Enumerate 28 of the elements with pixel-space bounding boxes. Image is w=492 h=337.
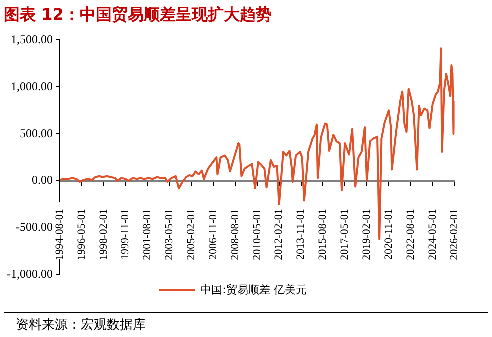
legend-label: 中国:贸易顺差 亿美元 [200,283,307,296]
y-tick-label: 1,000.00 [10,79,53,94]
x-tick-label: 2017-05-01 [339,209,352,260]
x-tick-label: 2015-08-01 [317,209,330,260]
x-tick-label: 1994-08-01 [54,209,66,260]
x-tick-label: 2024-05-01 [426,209,439,260]
x-tick-label: 2022-08-01 [404,209,417,260]
x-tick-label: 2003-05-01 [164,209,176,260]
x-tick-label: 2019-02-01 [360,209,373,260]
y-tick-label: 1,500.00 [10,32,53,46]
x-tick-label: 1999-11-01 [120,209,132,260]
x-tick-label: 2013-11-01 [295,209,308,260]
x-tick-label: 2020-11-01 [382,209,395,260]
x-tick-label: 2001-08-01 [142,209,154,260]
x-tick-label: 2008-08-01 [229,209,242,260]
x-tick-label: 1996-05-01 [76,209,88,260]
y-tick-label: 0.00 [32,173,53,188]
x-tick-label: 2010-05-01 [251,209,264,260]
y-tick-label: -500.00 [16,220,53,234]
y-tick-label: -1,000.00 [6,267,53,282]
chart-title: 图表 12：中国贸易顺差呈现扩大趋势 [4,5,272,26]
x-tick-label: 2026-02-01 [448,209,461,260]
text: 资料来源：宏观数据库 [16,317,146,334]
x-tick-label: 1998-02-01 [98,209,110,260]
y-tick-label: 500.00 [20,126,53,140]
x-tick-label: 2006-11-01 [207,209,220,260]
x-tick-label: 2005-02-01 [185,209,198,260]
x-tick-label: 2012-02-01 [273,209,286,260]
